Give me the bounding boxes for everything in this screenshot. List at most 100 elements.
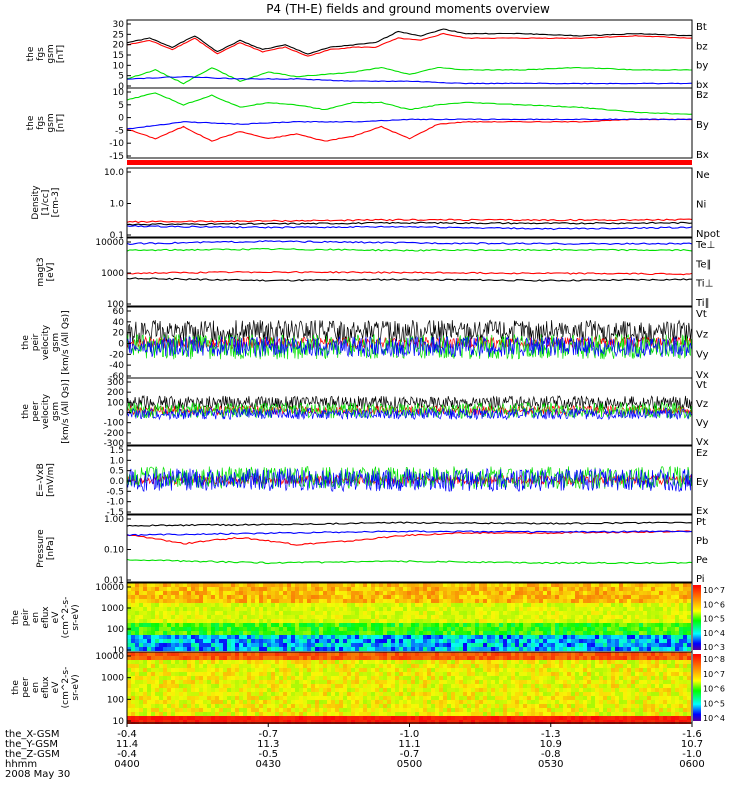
spectrogram-cell (267, 603, 271, 607)
spectrogram-cell (687, 643, 691, 647)
spectrogram-cell (207, 680, 211, 684)
spectrogram-cell (487, 647, 491, 651)
spectrogram-cell (263, 591, 267, 595)
spectrogram-cell (155, 599, 159, 603)
spectrogram-cell (619, 599, 623, 603)
spectrogram-cell (643, 708, 647, 712)
spectrogram-cell (375, 639, 379, 643)
spectrogram-cell (559, 656, 563, 660)
spectrogram-cell (555, 696, 559, 700)
spectrogram-cell (415, 615, 419, 619)
spectrogram-cell (683, 700, 687, 704)
spectrogram-cell (187, 712, 191, 716)
spectrogram-cell (503, 627, 507, 631)
spectrogram-cell (547, 680, 551, 684)
spectrogram-cell (235, 676, 239, 680)
spectrogram-cell (211, 647, 215, 651)
spectrogram-cell (539, 660, 543, 664)
spectrogram-cell (131, 672, 135, 676)
spectrogram-cell (379, 647, 383, 651)
spectrogram-cell (651, 623, 655, 627)
spectrogram-cell (239, 652, 243, 656)
spectrogram-cell (499, 619, 503, 623)
spectrogram-cell (331, 603, 335, 607)
spectrogram-cell (523, 660, 527, 664)
spectrogram-cell (443, 676, 447, 680)
spectrogram-cell (355, 672, 359, 676)
spectrogram-cell (323, 664, 327, 668)
spectrogram-cell (315, 623, 319, 627)
spectrogram-cell (151, 591, 155, 595)
spectrogram-cell (227, 676, 231, 680)
spectrogram-cell (535, 656, 539, 660)
spectrogram-cell (383, 611, 387, 615)
spectrogram-cell (343, 652, 347, 656)
spectrogram-cell (279, 672, 283, 676)
y-tick-label: 100 (107, 398, 124, 408)
spectrogram-cell (131, 591, 135, 595)
spectrogram-cell (147, 656, 151, 660)
spectrogram-cell (235, 668, 239, 672)
spectrogram-cell (551, 684, 555, 688)
spectrogram-cell (587, 668, 591, 672)
spectrogram-cell (359, 639, 363, 643)
spectrogram-cell (399, 647, 403, 651)
spectrogram-cell (203, 664, 207, 668)
spectrogram-cell (447, 708, 451, 712)
spectrogram-cell (147, 595, 151, 599)
spectrogram-cell (635, 587, 639, 591)
spectrogram-cell (259, 716, 263, 720)
spectrogram-cell (143, 716, 147, 720)
spectrogram-cell (311, 627, 315, 631)
spectrogram-cell (595, 684, 599, 688)
spectrogram-cell (167, 716, 171, 720)
spectrogram-cell (667, 595, 671, 599)
spectrogram-cell (375, 652, 379, 656)
spectrogram-cell (271, 700, 275, 704)
spectrogram-cell (455, 623, 459, 627)
spectrogram-cell (183, 611, 187, 615)
spectrogram-cell (167, 696, 171, 700)
spectrogram-cell (619, 611, 623, 615)
y-tick-label: 20 (113, 41, 125, 51)
spectrogram-cell (175, 615, 179, 619)
spectrogram-cell (479, 708, 483, 712)
spectrogram-cell (255, 643, 259, 647)
spectrogram-cell (575, 627, 579, 631)
spectrogram-cell (323, 587, 327, 591)
spectrogram-cell (467, 684, 471, 688)
spectrogram-cell (683, 656, 687, 660)
spectrogram-cell (467, 688, 471, 692)
spectrogram-cell (279, 619, 283, 623)
spectrogram-cell (287, 712, 291, 716)
spectrogram-cell (223, 696, 227, 700)
spectrogram-cell (619, 631, 623, 635)
spectrogram-cell (371, 631, 375, 635)
spectrogram-cell (231, 708, 235, 712)
spectrogram-cell (155, 611, 159, 615)
spectrogram-cell (435, 635, 439, 639)
spectrogram-cell (411, 643, 415, 647)
spectrogram-cell (455, 696, 459, 700)
spectrogram-cell (439, 680, 443, 684)
spectrogram-cell (455, 619, 459, 623)
spectrogram-cell (571, 595, 575, 599)
spectrogram-cell (587, 692, 591, 696)
spectrogram-cell (611, 603, 615, 607)
spectrogram-cell (643, 700, 647, 704)
spectrogram-cell (179, 680, 183, 684)
spectrogram-cell (163, 712, 167, 716)
spectrogram-cell (319, 607, 323, 611)
spectrogram-cell (263, 611, 267, 615)
spectrogram-cell (491, 652, 495, 656)
spectrogram-cell (171, 668, 175, 672)
spectrogram-cell (359, 635, 363, 639)
spectrogram-cell (591, 716, 595, 720)
spectrogram-cell (495, 635, 499, 639)
spectrogram-cell (667, 708, 671, 712)
spectrogram-cell (307, 595, 311, 599)
spectrogram-cell (631, 680, 635, 684)
spectrogram-cell (263, 623, 267, 627)
spectrogram-cell (511, 660, 515, 664)
spectrogram-cell (327, 664, 331, 668)
